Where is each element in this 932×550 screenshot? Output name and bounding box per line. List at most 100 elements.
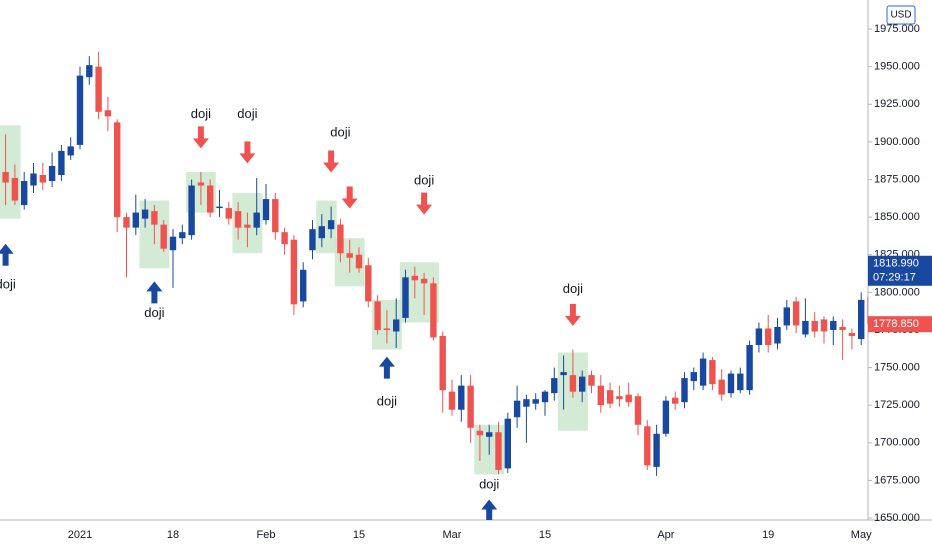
candle-body <box>495 432 502 470</box>
candle-body <box>579 376 586 392</box>
candle-body <box>727 373 735 394</box>
candle-body <box>523 399 530 407</box>
candle-body <box>802 320 809 335</box>
candle-body <box>244 224 251 228</box>
candle-body <box>337 224 344 254</box>
x-tick-label: 18 <box>167 529 179 541</box>
candle-body <box>234 211 242 228</box>
candle-body <box>411 275 418 281</box>
axes: 1650.000 1675.000 1700.000 1725.000 1750.000… <box>68 23 932 541</box>
arrow <box>564 303 581 326</box>
candle-body <box>365 265 372 302</box>
candle-body <box>504 418 511 469</box>
candle-body <box>383 328 391 330</box>
candle-body <box>104 110 112 117</box>
candle-body <box>402 277 409 318</box>
annotation: doji <box>479 476 499 491</box>
candle-body <box>783 307 790 326</box>
candle-body <box>95 66 102 112</box>
candle-body <box>467 385 474 428</box>
candle-body <box>532 399 539 404</box>
candle-body <box>653 433 660 467</box>
y-tick-label: 1650.000 <box>874 512 920 524</box>
candle-body <box>774 326 781 344</box>
annotation: doji <box>563 281 583 296</box>
arrow <box>0 243 14 266</box>
y-tick-label: 1850.000 <box>874 211 920 223</box>
highlight-box <box>0 125 21 219</box>
y-tick-label: 1925.000 <box>874 98 920 110</box>
plot-area: doji doji doji doji doji doji doji doji doji <box>0 51 868 520</box>
arrow <box>378 356 395 379</box>
annotation: doji <box>330 124 350 139</box>
annotation: doji <box>191 106 211 121</box>
price-tag-label: 1818.990 <box>873 258 919 270</box>
candle-body <box>216 206 223 209</box>
candle-body <box>672 397 679 404</box>
candle-body <box>597 385 604 406</box>
candle-body <box>393 319 400 332</box>
candle-body <box>420 278 428 284</box>
x-tick-label: 15 <box>539 529 551 541</box>
candle-body <box>327 220 335 230</box>
candle-body <box>430 283 437 338</box>
candle-body <box>151 211 158 225</box>
candle-body <box>309 229 316 251</box>
annotation: doji <box>0 276 16 291</box>
candle-body <box>662 400 670 434</box>
candle-body <box>160 224 167 249</box>
candle-body <box>58 150 65 175</box>
candle-body <box>820 319 828 332</box>
candle-body <box>755 328 763 346</box>
y-tick-label: 1900.000 <box>874 136 920 148</box>
arrow <box>239 141 256 164</box>
candle-body <box>179 232 186 239</box>
candle-body <box>355 254 363 269</box>
candle-body <box>867 296 868 325</box>
x-tick-label: May <box>851 529 872 541</box>
currency-label: USD <box>890 10 911 21</box>
arrow <box>416 192 433 215</box>
candle-body <box>141 209 149 219</box>
candle-body <box>346 253 353 258</box>
candle-body <box>690 372 697 382</box>
arrow <box>341 186 358 209</box>
candle-body <box>569 375 577 392</box>
annotation: doji <box>144 305 164 320</box>
candle-body <box>644 426 651 466</box>
y-tick-label: 1975.000 <box>874 23 920 35</box>
candle-body <box>765 328 772 346</box>
candle-body <box>616 396 623 400</box>
candle-body <box>30 173 37 186</box>
candle-body <box>21 181 28 206</box>
candle-body <box>792 301 800 326</box>
candle-body <box>513 400 521 418</box>
y-tick-label: 1875.000 <box>874 173 920 185</box>
candle-body <box>625 394 632 403</box>
candle-body <box>272 199 279 233</box>
candle-body <box>839 326 846 330</box>
x-tick-label: 2021 <box>68 529 92 541</box>
candle-body <box>253 212 260 228</box>
candle-body <box>188 185 195 236</box>
x-tick-label: Mar <box>443 529 462 541</box>
candle-body <box>207 185 214 213</box>
currency-badge[interactable] <box>886 5 916 25</box>
x-tick-label: Apr <box>657 529 674 541</box>
candle-body <box>848 332 856 336</box>
candle-body <box>588 375 595 386</box>
arrow <box>192 126 209 149</box>
y-tick-label: 1800.000 <box>874 286 920 298</box>
candle-body <box>48 165 56 182</box>
candle-body <box>300 269 307 302</box>
price-tag-time: 07:29:17 <box>873 272 916 284</box>
candle-body <box>114 122 121 218</box>
candle-body <box>476 430 484 436</box>
annotation: doji <box>414 172 434 187</box>
candle-body <box>2 171 9 183</box>
arrow <box>481 499 498 520</box>
candle-body <box>634 396 642 425</box>
candle-body <box>374 301 381 330</box>
